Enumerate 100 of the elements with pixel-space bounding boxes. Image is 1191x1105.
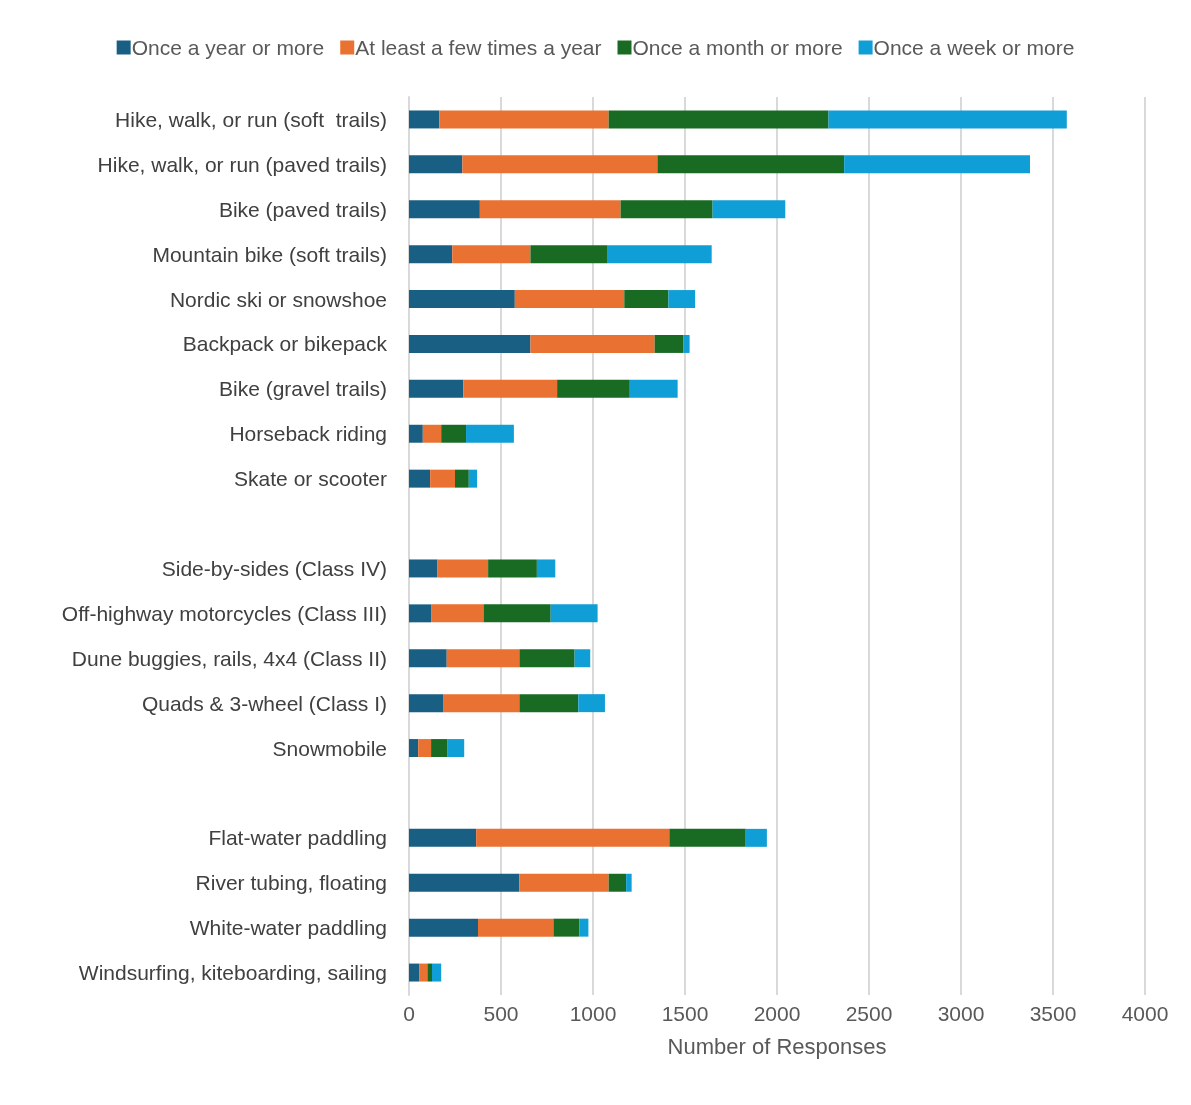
bar [519, 694, 579, 713]
x-tick-label: 500 [483, 1002, 519, 1025]
legend-label: Once a month or more [632, 36, 843, 59]
bar [514, 290, 625, 309]
bar [550, 604, 598, 623]
bar [409, 873, 520, 892]
bar [409, 155, 463, 174]
bar [683, 334, 690, 353]
bar [844, 155, 1030, 174]
legend-label: At least a few times a year [355, 36, 602, 59]
bar [409, 379, 464, 398]
x-tick-label: 4000 [1121, 1002, 1169, 1025]
bar [608, 110, 829, 129]
y-tick-label: Hike, walk, or run (paved trails) [97, 152, 387, 176]
bar [409, 604, 432, 623]
bar [409, 694, 444, 713]
bar [409, 334, 531, 353]
bar [626, 873, 632, 892]
bar [447, 739, 465, 758]
bar [479, 200, 621, 219]
bar [439, 110, 609, 129]
y-tick-label: Nordic ski or snowshoe [169, 287, 387, 311]
bar [488, 559, 537, 578]
bar [455, 469, 469, 488]
bar [409, 290, 515, 309]
legend-label: Once a week or more [873, 36, 1075, 59]
legend-label: Once a year or more [131, 36, 325, 59]
x-axis-title: Number of Responses [667, 1033, 887, 1059]
bar [437, 559, 489, 578]
bar [657, 155, 845, 174]
y-tick-label: Hike, walk, or run (soft trails) [115, 107, 387, 131]
bar [578, 694, 605, 713]
bar [409, 110, 440, 129]
bar [620, 200, 713, 219]
y-tick-label: Quads & 3-wheel (Class I) [141, 691, 387, 715]
x-tick-label: 2000 [753, 1002, 801, 1025]
bar [654, 334, 684, 353]
bar [712, 200, 786, 219]
bar [409, 828, 477, 847]
x-tick-label: 2500 [845, 1002, 893, 1025]
bar [443, 694, 520, 713]
bar [446, 649, 520, 668]
bar [668, 290, 696, 309]
x-tick-label: 1000 [569, 1002, 617, 1025]
bar [441, 424, 467, 443]
y-tick-label: Side-by-sides (Class IV) [161, 556, 387, 580]
bar [669, 828, 746, 847]
bar [409, 918, 478, 937]
x-tick-label: 3000 [937, 1002, 985, 1025]
bar [476, 828, 670, 847]
bar [409, 200, 480, 219]
bar [624, 290, 669, 309]
bar [629, 379, 678, 398]
bar [409, 245, 453, 264]
y-tick-label: Snowmobile [272, 736, 387, 760]
y-tick-label: Horseback riding [229, 422, 387, 446]
y-tick-label: Backpack or bikepack [182, 332, 388, 356]
bar [468, 469, 478, 488]
y-tick-label: White-water paddling [189, 916, 387, 940]
x-tick-label: 0 [403, 1002, 415, 1025]
bar [579, 918, 589, 937]
bar [409, 739, 419, 758]
bar [452, 245, 531, 264]
bar [409, 649, 447, 668]
x-tick-label: 1500 [661, 1002, 709, 1025]
bar [427, 963, 432, 982]
bar [463, 379, 558, 398]
bar [409, 424, 423, 443]
bar [409, 963, 420, 982]
bar [553, 918, 580, 937]
y-tick-label: Dune buggies, rails, 4x4 (Class II) [71, 646, 387, 670]
bar [409, 469, 431, 488]
bar [557, 379, 630, 398]
y-tick-label: River tubing, floating [195, 871, 387, 895]
bar [462, 155, 658, 174]
bar [530, 334, 655, 353]
bar [519, 873, 609, 892]
x-tick-label: 3500 [1029, 1002, 1077, 1025]
bar [431, 739, 448, 758]
y-tick-label: Flat-water paddling [208, 826, 387, 850]
bar [745, 828, 767, 847]
y-tick-label: Mountain bike (soft trails) [152, 242, 387, 266]
bar [530, 245, 608, 264]
bar [574, 649, 591, 668]
y-tick-label: Bike (gravel trails) [218, 377, 387, 401]
y-tick-label: Off-highway motorcycles (Class III) [61, 601, 387, 625]
bar [608, 873, 627, 892]
bar [519, 649, 575, 668]
bar [422, 424, 442, 443]
y-tick-label: Windsurfing, kiteboarding, sailing [78, 961, 387, 985]
y-tick-label: Skate or scooter [234, 467, 388, 491]
bar [419, 963, 428, 982]
bar [432, 963, 442, 982]
bar [418, 739, 432, 758]
bar [409, 559, 438, 578]
bar [430, 469, 455, 488]
y-tick-label: Bike (paved trails) [218, 197, 387, 221]
bar [478, 918, 554, 937]
bar [466, 424, 514, 443]
bar [607, 245, 712, 264]
